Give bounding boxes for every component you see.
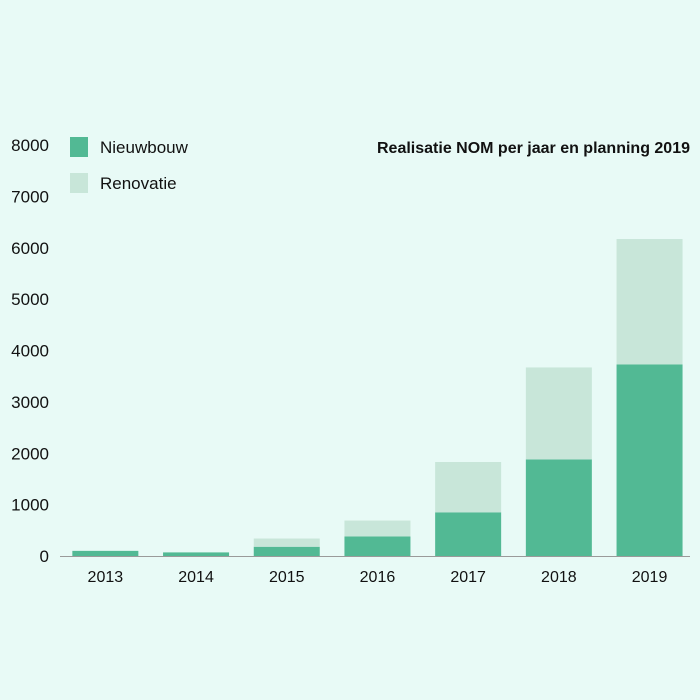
bar-renovatie-2017 [435, 461, 502, 513]
legend-swatch-renovatie [70, 173, 88, 193]
y-tick-label-3000: 3000 [11, 393, 49, 412]
y-tick-label-6000: 6000 [11, 239, 49, 258]
y-tick-label-4000: 4000 [11, 342, 49, 361]
bars [72, 239, 683, 556]
legend-label-nieuwbouw: Nieuwbouw [100, 138, 189, 157]
legend: Nieuwbouw Renovatie [70, 137, 189, 193]
x-axis: 2013 2014 2015 2016 2017 2018 2019 [60, 556, 690, 586]
bar-nieuwbouw-2017 [435, 512, 502, 556]
bar-renovatie-2019 [616, 239, 683, 365]
bar-nieuwbouw-2014 [163, 552, 230, 556]
x-tick-label-2016: 2016 [360, 569, 396, 586]
bar-nieuwbouw-2013 [72, 550, 139, 556]
bar-renovatie-2016 [344, 520, 411, 537]
x-tick-label-2013: 2013 [88, 569, 124, 586]
chart-title: Realisatie NOM per jaar en planning 2019 [377, 140, 690, 157]
x-tick-label-2018: 2018 [541, 569, 577, 586]
y-tick-label-5000: 5000 [11, 290, 49, 309]
y-tick-label-0: 0 [40, 547, 49, 566]
x-tick-label-2014: 2014 [178, 569, 214, 586]
bar-nieuwbouw-2016 [344, 536, 411, 556]
y-tick-label-8000: 8000 [11, 136, 49, 155]
bar-renovatie-2018 [525, 367, 592, 460]
y-tick-label-2000: 2000 [11, 444, 49, 463]
y-axis: 0 1000 2000 3000 4000 5000 6000 7000 8000 [11, 136, 49, 566]
x-tick-label-2015: 2015 [269, 569, 305, 586]
x-tick-label-2017: 2017 [450, 569, 486, 586]
legend-swatch-nieuwbouw [70, 137, 88, 157]
y-tick-label-7000: 7000 [11, 187, 49, 206]
bar-nieuwbouw-2015 [253, 546, 320, 556]
bar-nieuwbouw-2019 [616, 364, 683, 556]
x-tick-label-2019: 2019 [632, 569, 668, 586]
y-tick-label-1000: 1000 [11, 496, 49, 515]
legend-label-renovatie: Renovatie [100, 174, 177, 193]
bar-renovatie-2015 [253, 538, 320, 547]
bar-nieuwbouw-2018 [525, 459, 592, 556]
